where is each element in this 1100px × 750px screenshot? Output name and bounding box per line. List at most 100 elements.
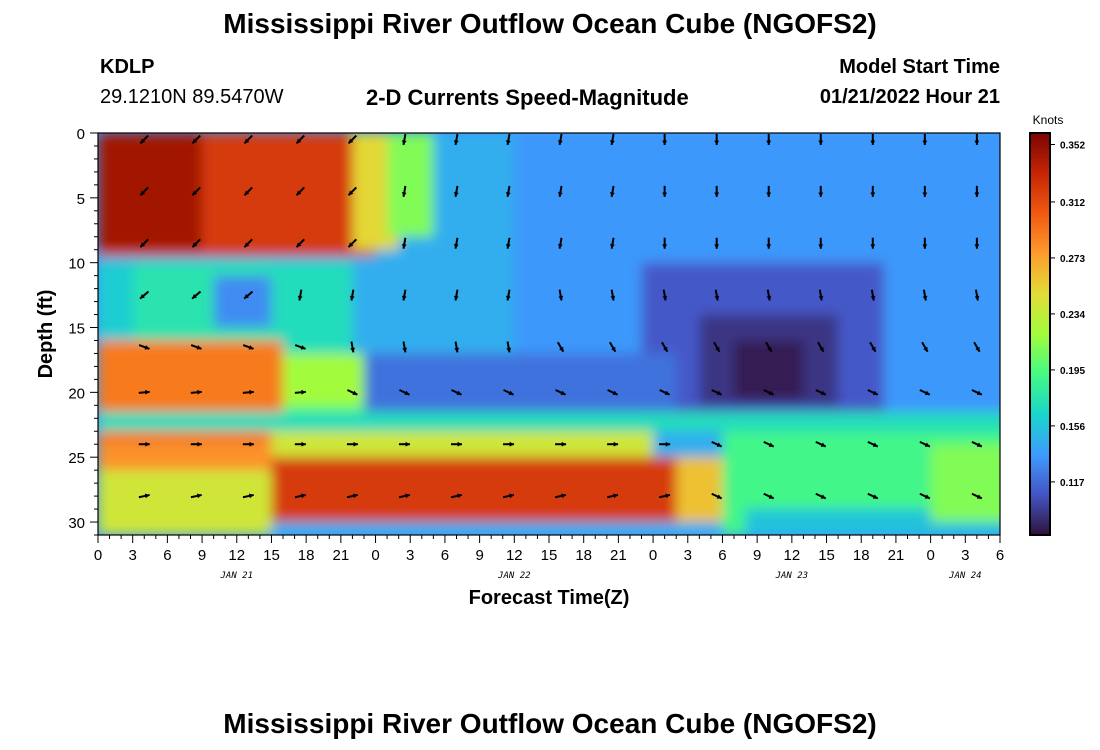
current-arrow [190, 493, 202, 499]
current-arrow [138, 441, 150, 447]
current-arrow [870, 133, 876, 145]
x-tick-label: 21 [333, 547, 350, 564]
current-arrow [555, 389, 566, 396]
current-arrow [766, 289, 772, 301]
current-arrow [191, 290, 202, 300]
model-start-label: Model Start Time [839, 56, 1000, 78]
current-arrow [919, 492, 931, 500]
current-arrow [294, 344, 306, 350]
current-arrow [766, 237, 772, 249]
current-arrow [505, 289, 511, 301]
colorbar-tick-label: 0.195 [1060, 366, 1085, 377]
speed-region [271, 262, 353, 354]
current-arrow [922, 133, 928, 145]
current-arrow [450, 493, 463, 499]
x-tick-label: 3 [406, 547, 414, 564]
x-date-label: JAN 24 [948, 571, 982, 581]
current-vector-arrows [138, 133, 983, 500]
current-arrow [817, 341, 825, 353]
current-arrow [610, 185, 615, 197]
current-arrow [867, 389, 879, 396]
current-arrow [610, 289, 616, 301]
current-arrow [139, 238, 149, 248]
speed-region [930, 444, 1000, 523]
current-arrow [763, 440, 775, 448]
current-arrow [869, 341, 877, 353]
current-arrow [711, 389, 723, 396]
colorbar-tick-label: 0.352 [1060, 140, 1085, 151]
current-arrow [453, 133, 459, 146]
current-arrow [138, 389, 150, 395]
current-arrow [870, 289, 876, 301]
colorbar-tick-label: 0.117 [1060, 478, 1085, 489]
current-arrow [294, 389, 306, 395]
current-arrow [346, 441, 358, 447]
current-arrow [139, 134, 149, 145]
current-arrow [714, 133, 720, 145]
current-arrow [610, 133, 615, 146]
speed-region [98, 444, 284, 471]
current-arrow [191, 238, 201, 248]
current-arrow [659, 389, 671, 396]
current-arrow [662, 237, 668, 249]
speed-heatmap [98, 133, 1000, 535]
current-arrow [295, 186, 305, 196]
current-arrow [503, 441, 515, 447]
current-arrow [818, 185, 824, 197]
current-arrow [242, 441, 254, 447]
current-arrow [450, 441, 462, 447]
current-arrow [399, 389, 410, 396]
colorbar-tick-label: 0.273 [1060, 254, 1085, 265]
x-tick-label: 15 [263, 547, 280, 564]
bottom-chart-title: Mississippi River Outflow Ocean Cube (NG… [223, 708, 877, 739]
x-date-label: JAN 23 [775, 571, 809, 581]
x-tick-label: 18 [298, 547, 315, 564]
current-arrow [190, 344, 202, 350]
speed-region [98, 411, 1000, 432]
current-arrow [139, 186, 149, 196]
current-arrow [662, 185, 668, 197]
current-arrow [347, 389, 358, 396]
x-tick-label: 0 [649, 547, 657, 564]
current-arrow [402, 341, 408, 353]
current-arrow [401, 289, 407, 301]
current-arrow [867, 492, 879, 500]
current-arrow [503, 389, 514, 396]
current-arrow [973, 341, 981, 353]
current-arrow [243, 186, 253, 196]
x-date-label: JAN 21 [220, 571, 254, 581]
current-arrow [659, 441, 671, 447]
y-axis: 0 5 10 15 20 25 30 [68, 126, 98, 536]
current-arrow [138, 493, 150, 499]
x-axis-label: Forecast Time(Z) [469, 587, 630, 609]
current-arrow [971, 440, 983, 448]
speed-region [363, 353, 677, 412]
x-tick-label: 9 [475, 547, 483, 564]
station-id: KDLP [100, 56, 155, 78]
x-tick-label: 12 [228, 547, 245, 564]
current-arrow [138, 344, 150, 350]
current-arrow [502, 493, 515, 499]
current-arrow [714, 289, 720, 301]
colorbar-units: Knots [1033, 113, 1064, 127]
current-arrow [818, 289, 824, 301]
current-arrow [815, 389, 827, 396]
current-arrow [453, 289, 459, 301]
current-arrow [243, 290, 254, 300]
current-arrow [922, 237, 928, 249]
current-arrow [607, 493, 619, 499]
colorbar-ramp [1029, 132, 1051, 536]
y-tick-label: 5 [77, 191, 85, 208]
x-tick-label: 12 [784, 547, 801, 564]
x-tick-label: 15 [818, 547, 835, 564]
current-arrow [714, 185, 720, 197]
current-arrow [607, 441, 619, 447]
current-arrow [818, 237, 824, 249]
current-arrow [867, 440, 879, 448]
y-tick-label: 20 [68, 385, 85, 402]
speed-region [271, 457, 700, 523]
x-tick-label: 21 [888, 547, 905, 564]
model-start-value: 01/21/2022 Hour 21 [819, 86, 1000, 108]
current-arrow [454, 341, 460, 353]
x-tick-label: 6 [718, 547, 726, 564]
